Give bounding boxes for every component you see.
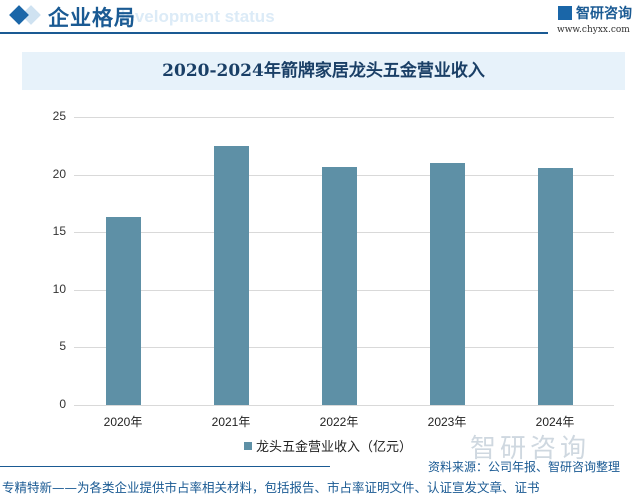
section-title: 企业格局 bbox=[48, 5, 136, 30]
bar-2021年 bbox=[213, 145, 249, 405]
gridline bbox=[74, 117, 614, 118]
chart-title-band: 2020-2024年箭牌家居龙头五金营业收入 bbox=[22, 52, 625, 90]
y-tick-label: 10 bbox=[52, 281, 66, 296]
section-diamond-icon bbox=[9, 5, 29, 25]
x-tick-label: 2022年 bbox=[319, 415, 359, 429]
y-tick-label: 25 bbox=[52, 109, 66, 123]
y-tick-label: 5 bbox=[59, 339, 66, 354]
watermark: 智研咨询 bbox=[470, 434, 591, 464]
y-tick-label: 15 bbox=[52, 224, 66, 239]
y-tick-label: 20 bbox=[52, 166, 66, 181]
x-tick-label: 2023年 bbox=[427, 415, 467, 429]
brand-url: www.chyxx.com bbox=[557, 25, 630, 35]
legend: 龙头五金营业收入（亿元） bbox=[244, 436, 412, 455]
gridline bbox=[74, 405, 614, 406]
plot-area: 0 5 10 15 20 25 2020年 2021年 2022年 2023年 2024年 bbox=[53, 109, 614, 429]
source-note: 资料来源：公司年报、智研咨询整理 bbox=[428, 460, 621, 474]
chart-title: 2020-2024年箭牌家居龙头五金营业收入 bbox=[162, 61, 485, 81]
header: development status 企业格局 智研咨询 www.chyxx.c… bbox=[0, 0, 644, 44]
brand-name: 智研咨询 bbox=[576, 6, 632, 22]
brand: 智研咨询 bbox=[558, 3, 632, 23]
bar-2020年 bbox=[105, 217, 141, 405]
bar-2023年 bbox=[429, 163, 465, 405]
x-tick-label: 2021年 bbox=[211, 415, 251, 429]
footer-text: 专精特新——为各类企业提供市占率相关材料，包括报告、市占率证明文件、认证宣发文章… bbox=[2, 480, 540, 495]
footer-divider bbox=[0, 466, 330, 467]
brand-logo-icon bbox=[558, 6, 572, 20]
legend-label: 龙头五金营业收入（亿元） bbox=[256, 440, 413, 455]
x-tick-label: 2024年 bbox=[535, 415, 575, 429]
y-tick-label: 0 bbox=[59, 397, 66, 411]
header-divider bbox=[0, 32, 548, 34]
bar-2024年 bbox=[537, 167, 573, 405]
section-subtitle: development status bbox=[115, 7, 275, 26]
x-tick-label: 2020年 bbox=[103, 415, 143, 429]
bar-2022年 bbox=[321, 166, 357, 405]
legend-swatch bbox=[244, 442, 252, 450]
